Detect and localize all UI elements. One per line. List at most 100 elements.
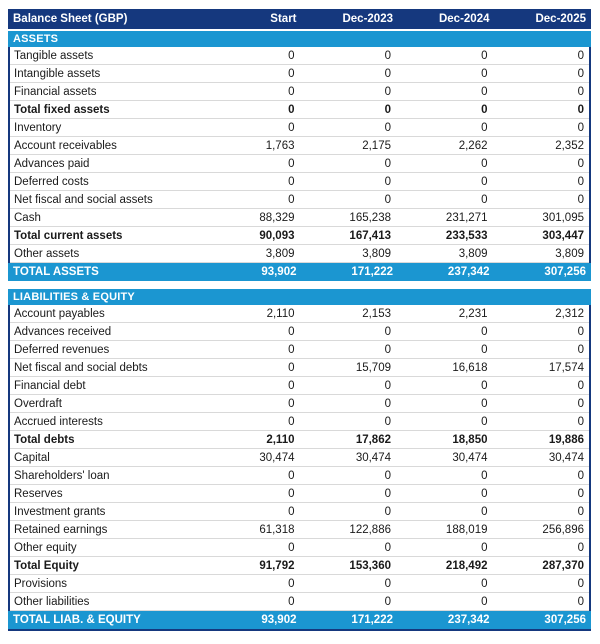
total-value: 237,342 (447, 614, 490, 626)
row-value: 0 (481, 67, 488, 80)
row-value: 30,474 (452, 451, 488, 464)
row-value: 0 (288, 541, 295, 554)
section-header: ASSETS (8, 31, 591, 47)
table-row: Total debts 2,110 17,862 18,850 19,886 (10, 431, 589, 449)
row-label: Cash (14, 211, 41, 224)
row-value: 0 (288, 577, 295, 590)
table-row: Account payables 2,110 2,153 2,231 2,312 (10, 305, 589, 323)
row-value: 0 (384, 397, 391, 410)
row-value: 0 (577, 193, 584, 206)
row-label: Accrued interests (14, 415, 103, 428)
table-row: Net fiscal and social assets 0 0 0 0 (10, 191, 589, 209)
table-header-row: Balance Sheet (GBP) Start Dec-2023 Dec-202… (8, 9, 591, 29)
row-value: 0 (288, 595, 295, 608)
section-rows: Tangible assets 0 0 0 0 Intangible assets 0 0 0 0… (8, 47, 591, 263)
row-value: 88,329 (259, 211, 295, 224)
section-gap (8, 281, 591, 289)
row-label: Account receivables (14, 139, 117, 152)
row-label: Other assets (14, 247, 80, 260)
table-row: Financial debt 0 0 0 0 (10, 377, 589, 395)
table-row: Advances paid 0 0 0 0 (10, 155, 589, 173)
balance-sheet-table: Balance Sheet (GBP) Start Dec-2023 Dec-202… (8, 9, 591, 631)
row-value: 233,533 (445, 229, 488, 242)
row-value: 30,474 (548, 451, 584, 464)
row-value: 0 (384, 415, 391, 428)
row-value: 0 (577, 49, 584, 62)
row-label: Other equity (14, 541, 77, 554)
row-value: 0 (384, 577, 391, 590)
row-value: 0 (481, 325, 488, 338)
table-row: Shareholders' loan 0 0 0 0 (10, 467, 589, 485)
row-value: 0 (288, 157, 295, 170)
table-row: Overdraft 0 0 0 0 (10, 395, 589, 413)
row-label: Other liabilities (14, 595, 90, 608)
row-value: 1,763 (265, 139, 295, 152)
row-value: 3,809 (265, 247, 295, 260)
row-value: 0 (577, 325, 584, 338)
row-value: 256,896 (542, 523, 584, 536)
row-value: 0 (384, 193, 391, 206)
table-row: Reserves 0 0 0 0 (10, 485, 589, 503)
row-value: 0 (481, 595, 488, 608)
section-rows: Account payables 2,110 2,153 2,231 2,312 Adva… (8, 305, 591, 611)
row-label: Reserves (14, 487, 63, 500)
row-value: 303,447 (542, 229, 584, 242)
row-value: 0 (481, 541, 488, 554)
row-label: Capital (14, 451, 50, 464)
row-label: Retained earnings (14, 523, 108, 536)
row-value: 30,474 (355, 451, 391, 464)
row-value: 2,175 (362, 139, 391, 152)
total-label: TOTAL ASSETS (13, 266, 99, 278)
row-value: 0 (481, 175, 488, 188)
table-row: Capital 30,474 30,474 30,474 30,474 (10, 449, 589, 467)
total-value: 307,256 (544, 266, 586, 278)
row-value: 0 (384, 67, 391, 80)
row-value: 0 (288, 325, 295, 338)
row-value: 0 (384, 325, 391, 338)
row-value: 0 (288, 49, 295, 62)
table-row: Other assets 3,809 3,809 3,809 3,809 (10, 245, 589, 263)
row-value: 90,093 (259, 229, 295, 242)
row-label: Financial debt (14, 379, 86, 392)
row-value: 15,709 (355, 361, 391, 374)
table-row: Provisions 0 0 0 0 (10, 575, 589, 593)
row-value: 0 (288, 175, 295, 188)
row-value: 0 (577, 157, 584, 170)
row-value: 0 (577, 103, 584, 116)
table-row: Cash 88,329 165,238 231,271 301,095 (10, 209, 589, 227)
row-value: 0 (288, 361, 295, 374)
row-value: 0 (577, 121, 584, 134)
row-value: 153,360 (349, 559, 391, 572)
row-value: 2,110 (266, 307, 295, 320)
row-value: 0 (577, 85, 584, 98)
row-value: 0 (481, 103, 488, 116)
row-value: 0 (481, 505, 488, 518)
table-row: Account receivables 1,763 2,175 2,262 2,352 (10, 137, 589, 155)
total-row: TOTAL ASSETS 93,902 171,222 237,342 307,256 (8, 263, 591, 281)
row-value: 2,312 (555, 307, 584, 320)
row-value: 3,809 (555, 247, 584, 260)
table-row: Total Equity 91,792 153,360 218,492 287,370 (10, 557, 589, 575)
table-row: Total current assets 90,093 167,413 233,533… (10, 227, 589, 245)
row-label: Advances received (14, 325, 112, 338)
row-value: 188,019 (445, 523, 488, 536)
row-value: 0 (288, 121, 295, 134)
row-value: 2,262 (458, 139, 488, 152)
row-value: 0 (384, 487, 391, 500)
row-value: 0 (288, 379, 295, 392)
row-label: Provisions (14, 577, 68, 590)
table-row: Accrued interests 0 0 0 0 (10, 413, 589, 431)
row-label: Total Equity (14, 559, 79, 572)
row-value: 0 (288, 487, 295, 500)
row-value: 0 (577, 505, 584, 518)
table-row: Financial assets 0 0 0 0 (10, 83, 589, 101)
row-value: 0 (481, 343, 488, 356)
row-value: 0 (577, 415, 584, 428)
row-value: 165,238 (349, 211, 391, 224)
row-label: Total debts (14, 433, 75, 446)
row-value: 0 (288, 415, 295, 428)
row-value: 0 (481, 397, 488, 410)
table-row: Advances received 0 0 0 0 (10, 323, 589, 341)
column-header: Dec-2025 (535, 13, 586, 25)
row-value: 0 (481, 415, 488, 428)
